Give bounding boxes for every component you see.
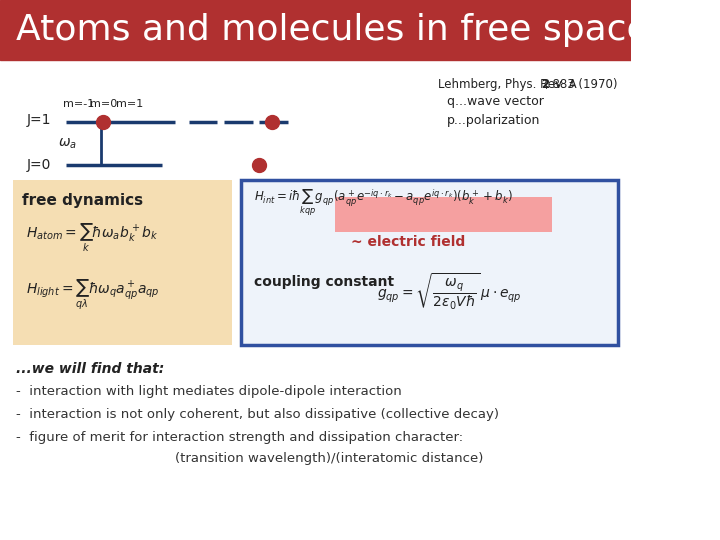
Text: q...wave vector
p...polarization: q...wave vector p...polarization (447, 95, 544, 127)
Text: coupling constant: coupling constant (254, 275, 395, 289)
Text: $H_{atom} = \sum_k \hbar\omega_a b_k^+ b_k$: $H_{atom} = \sum_k \hbar\omega_a b_k^+ b… (27, 222, 158, 254)
Text: $H_{int} = i\hbar \sum_{kqp} g_{qp}(a_{qp}^+e^{-iq\cdot r_k} - a_{qp}e^{iq\cdot : $H_{int} = i\hbar \sum_{kqp} g_{qp}(a_{q… (254, 188, 513, 218)
Text: -  interaction with light mediates dipole-dipole interaction: - interaction with light mediates dipole… (16, 385, 402, 398)
Text: free dynamics: free dynamics (22, 193, 143, 208)
Text: Lehmberg, Phys. Rev. A: Lehmberg, Phys. Rev. A (438, 78, 581, 91)
Bar (0, 0, 631, 60)
Bar (335, 197, 552, 232)
Text: ...we will find that:: ...we will find that: (16, 362, 164, 376)
Text: -  interaction is not only coherent, but also dissipative (collective decay): - interaction is not only coherent, but … (16, 408, 499, 421)
Text: ~ electric field: ~ electric field (351, 235, 465, 249)
Text: $g_{qp} = \sqrt{\dfrac{\omega_q}{2\epsilon_0 V\hbar}}\,\mu \cdot e_{qp}$: $g_{qp} = \sqrt{\dfrac{\omega_q}{2\epsil… (377, 272, 522, 312)
Text: (transition wavelength)/(interatomic distance): (transition wavelength)/(interatomic dis… (176, 452, 484, 465)
Text: J=1: J=1 (27, 113, 51, 127)
Text: , 883 (1970): , 883 (1970) (546, 78, 618, 91)
Text: J=0: J=0 (27, 158, 50, 172)
Text: $\omega_a$: $\omega_a$ (58, 136, 77, 151)
Text: m=-1: m=-1 (63, 99, 94, 109)
Text: $H_{light} = \sum_{q\lambda} \hbar\omega_q a_{qp}^+ a_{qp}$: $H_{light} = \sum_{q\lambda} \hbar\omega… (27, 278, 160, 312)
FancyBboxPatch shape (241, 180, 618, 345)
Text: m=1: m=1 (116, 99, 143, 109)
Text: Atoms and molecules in free space: Atoms and molecules in free space (16, 13, 649, 47)
FancyBboxPatch shape (13, 180, 233, 345)
Text: 2: 2 (541, 78, 549, 91)
Text: m=0: m=0 (90, 99, 117, 109)
Text: -  figure of merit for interaction strength and dissipation character:: - figure of merit for interaction streng… (16, 431, 463, 444)
